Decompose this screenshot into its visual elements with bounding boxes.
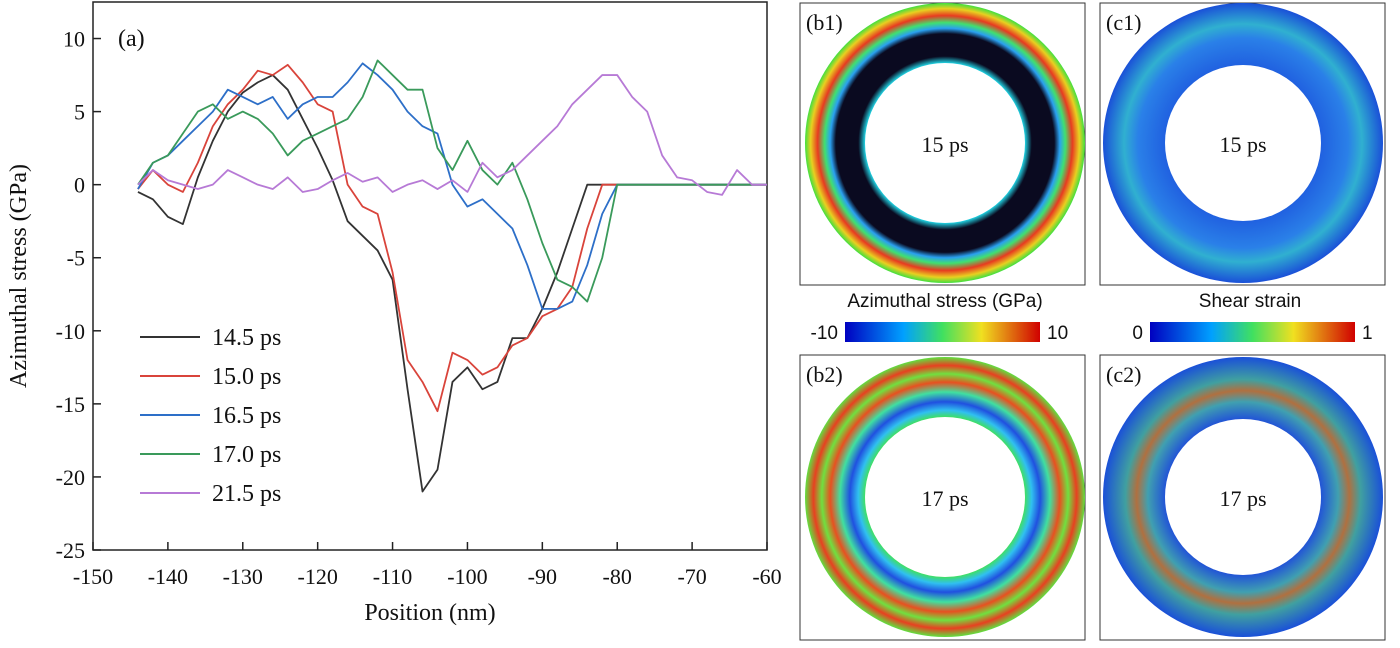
- colorbar-title: Azimuthal stress (GPa): [847, 291, 1042, 312]
- panel-c2: [1099, 354, 1386, 641]
- panel-label: (b2): [806, 362, 843, 387]
- colorbar-min: -10: [811, 323, 838, 344]
- panel-b2: [799, 354, 1086, 641]
- x-tick-label: -120: [298, 564, 338, 589]
- legend-label: 15.0 ps: [212, 364, 281, 390]
- panel-time: 15 ps: [921, 132, 968, 157]
- x-tick-label: -140: [148, 564, 188, 589]
- x-tick-label: -80: [603, 564, 632, 589]
- legend-label: 16.5 ps: [212, 403, 281, 429]
- colorbar-min: 0: [1132, 323, 1143, 344]
- panel-label: (c1): [1106, 10, 1141, 35]
- x-tick-label: -130: [223, 564, 263, 589]
- colorbar-max: 1: [1362, 323, 1373, 344]
- legend-label: 21.5 ps: [212, 481, 281, 507]
- panel-time: 17 ps: [1219, 486, 1266, 511]
- x-tick-label: -70: [677, 564, 706, 589]
- series-line: [137, 74, 767, 196]
- panel-b1: [799, 2, 1086, 286]
- plot-frame: [92, 1, 768, 551]
- colorbar-max: 10: [1047, 323, 1068, 344]
- x-tick-label: -90: [528, 564, 557, 589]
- x-tick-label: -100: [447, 564, 487, 589]
- y-axis-label: Azimuthal stress (GPa): [6, 164, 32, 388]
- line-chart: -150 -140 -130 -120 -110 -100 -90 -80 -70 -60-25-…: [6, 1, 782, 626]
- panel-time: 17 ps: [921, 486, 968, 511]
- series-line: [137, 59, 767, 303]
- series-line: [137, 74, 767, 493]
- x-tick-label: -110: [373, 564, 413, 589]
- panel-time: 15 ps: [1219, 132, 1266, 157]
- x-tick-label: -150: [73, 564, 113, 589]
- y-tick-label: -10: [56, 319, 85, 344]
- panel-label: (c2): [1106, 362, 1141, 387]
- legend-label: 14.5 ps: [212, 325, 281, 351]
- x-tick-label: -60: [752, 564, 781, 589]
- panel-c1: [1099, 2, 1386, 286]
- y-tick-label: 0: [74, 173, 85, 198]
- y-tick-label: -20: [56, 465, 85, 490]
- y-tick-label: -5: [67, 246, 85, 271]
- x-axis-label: Position (nm): [364, 600, 495, 626]
- colorbar: [845, 322, 1040, 342]
- y-tick-label: 10: [63, 27, 85, 52]
- colorbar: [1150, 322, 1355, 342]
- y-tick-label: -25: [56, 538, 85, 563]
- panel-label: (a): [118, 26, 145, 52]
- y-tick-label: -15: [56, 392, 85, 417]
- y-tick-label: 5: [74, 100, 85, 125]
- panel-label: (b1): [806, 10, 843, 35]
- legend-label: 17.0 ps: [212, 442, 281, 468]
- colorbar-title: Shear strain: [1199, 291, 1301, 312]
